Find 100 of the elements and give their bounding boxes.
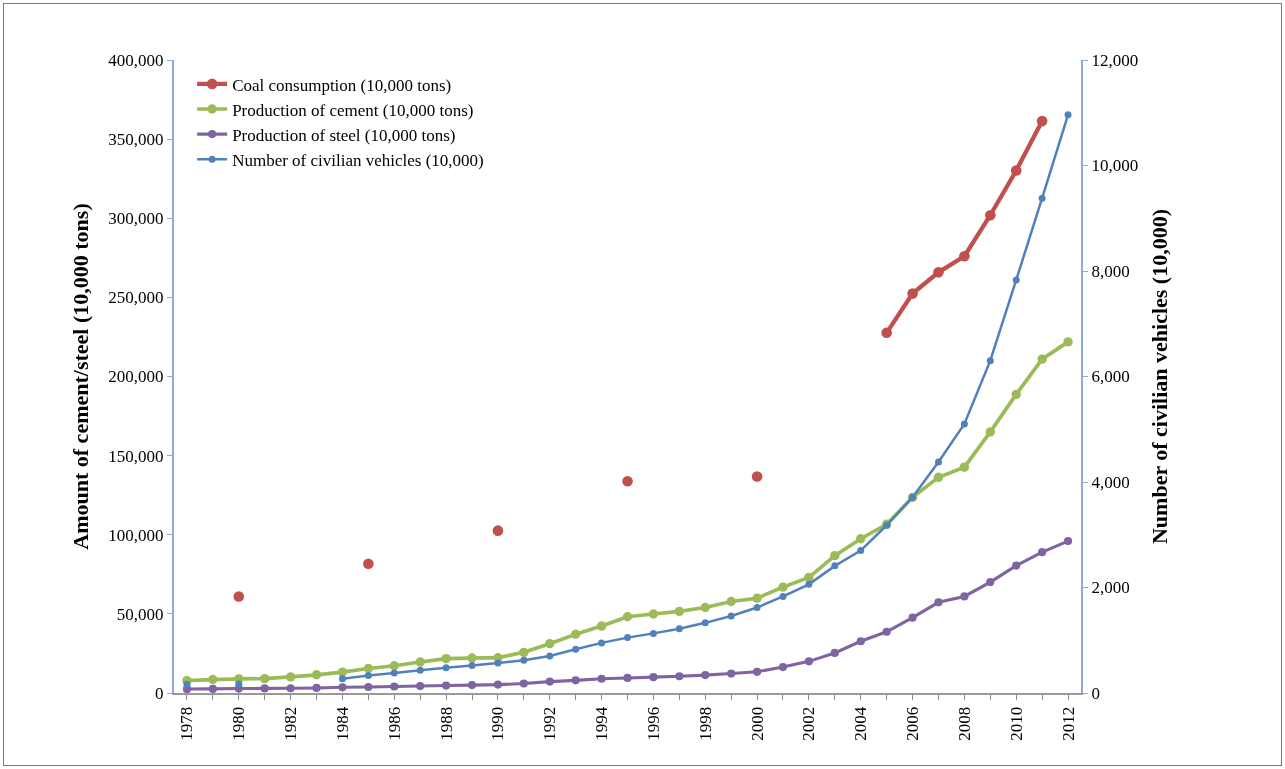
x-tick-label: 1996 bbox=[643, 706, 663, 741]
point bbox=[285, 672, 296, 682]
point bbox=[623, 673, 632, 683]
x-tick-label: 1990 bbox=[488, 706, 508, 741]
point bbox=[830, 550, 840, 561]
point bbox=[727, 669, 736, 678]
legend-label: Coal consumption (10,000 tons) bbox=[232, 75, 452, 95]
y2-tick-label: 6,000 bbox=[1091, 367, 1130, 387]
y-tick-label: 300,000 bbox=[108, 209, 164, 229]
x-tick-label: 1980 bbox=[229, 706, 249, 741]
point bbox=[857, 547, 865, 555]
point bbox=[960, 420, 968, 428]
point bbox=[442, 664, 450, 672]
y2-tick-label: 8,000 bbox=[1091, 261, 1130, 281]
point bbox=[338, 683, 347, 692]
point bbox=[622, 612, 633, 622]
point bbox=[856, 637, 865, 646]
y2-tick-label: 0 bbox=[1091, 683, 1100, 703]
point bbox=[908, 613, 917, 622]
point bbox=[572, 645, 580, 653]
y-tick-label: 400,000 bbox=[108, 50, 164, 70]
point bbox=[727, 612, 735, 620]
point bbox=[597, 674, 606, 683]
y-tick-label: 50,000 bbox=[116, 604, 164, 624]
point bbox=[778, 662, 788, 672]
point bbox=[856, 534, 866, 544]
point bbox=[1012, 276, 1020, 284]
point bbox=[1011, 389, 1021, 400]
x-tick-label: 2010 bbox=[1006, 706, 1026, 741]
point bbox=[752, 667, 762, 676]
point bbox=[805, 580, 813, 588]
point bbox=[1010, 165, 1022, 176]
point bbox=[752, 593, 762, 603]
legend-label: Production of steel (10,000 tons) bbox=[232, 125, 456, 145]
point bbox=[416, 666, 424, 674]
point bbox=[260, 673, 270, 684]
point bbox=[907, 288, 918, 299]
point bbox=[959, 250, 970, 262]
point bbox=[753, 604, 761, 612]
point bbox=[649, 673, 658, 682]
point bbox=[1036, 115, 1048, 127]
point bbox=[286, 684, 295, 693]
y2-tick-label: 2,000 bbox=[1091, 578, 1130, 598]
point bbox=[363, 558, 374, 570]
point bbox=[416, 681, 425, 691]
point bbox=[233, 591, 245, 602]
x-tick-label: 2004 bbox=[851, 706, 871, 741]
point bbox=[675, 672, 684, 681]
x-tick-label: 1988 bbox=[436, 706, 456, 741]
point bbox=[364, 682, 373, 692]
y-tick-label: 250,000 bbox=[108, 288, 164, 308]
point bbox=[545, 677, 554, 686]
point bbox=[415, 657, 425, 667]
point bbox=[959, 462, 970, 472]
point bbox=[598, 639, 606, 647]
x-tick-label: 1998 bbox=[695, 706, 715, 741]
point bbox=[960, 592, 969, 601]
point bbox=[726, 596, 736, 607]
point bbox=[467, 653, 477, 663]
point bbox=[545, 638, 555, 649]
point bbox=[675, 625, 683, 633]
point bbox=[494, 659, 502, 667]
point bbox=[260, 684, 269, 693]
y2-axis-title: Number of civilian vehicles (10,000) bbox=[1146, 208, 1172, 545]
y-axis-title: Amount of cement/steel (10,000 tons) bbox=[67, 203, 93, 550]
point bbox=[571, 676, 580, 685]
point bbox=[467, 680, 477, 690]
y2-tick-label: 10,000 bbox=[1091, 156, 1139, 176]
point bbox=[649, 629, 657, 637]
y-tick-label: 150,000 bbox=[108, 446, 164, 466]
legend-label: Production of cement (10,000 tons) bbox=[232, 100, 474, 120]
point bbox=[390, 669, 398, 677]
point bbox=[779, 592, 787, 600]
point bbox=[570, 629, 581, 639]
point bbox=[985, 427, 995, 437]
point bbox=[596, 621, 607, 631]
y2-tick-label: 12,000 bbox=[1091, 50, 1139, 70]
y-tick-label: 200,000 bbox=[108, 367, 164, 387]
point bbox=[1063, 337, 1073, 347]
point bbox=[389, 661, 399, 671]
point bbox=[468, 662, 476, 670]
point bbox=[338, 675, 346, 683]
point bbox=[1038, 194, 1046, 202]
point bbox=[701, 671, 710, 680]
point bbox=[390, 682, 399, 691]
x-tick-label: 2002 bbox=[799, 706, 819, 741]
point bbox=[622, 475, 633, 487]
point bbox=[986, 357, 994, 365]
point bbox=[546, 652, 554, 660]
point bbox=[985, 209, 996, 221]
point bbox=[493, 680, 503, 689]
point bbox=[208, 674, 218, 685]
point bbox=[830, 648, 839, 658]
point bbox=[519, 679, 528, 688]
point bbox=[934, 458, 942, 466]
point bbox=[519, 647, 529, 658]
x-tick-label: 1994 bbox=[592, 706, 612, 741]
point bbox=[701, 619, 709, 627]
x-tick-label: 1982 bbox=[281, 706, 301, 741]
x-tick-label: 2006 bbox=[903, 706, 923, 741]
